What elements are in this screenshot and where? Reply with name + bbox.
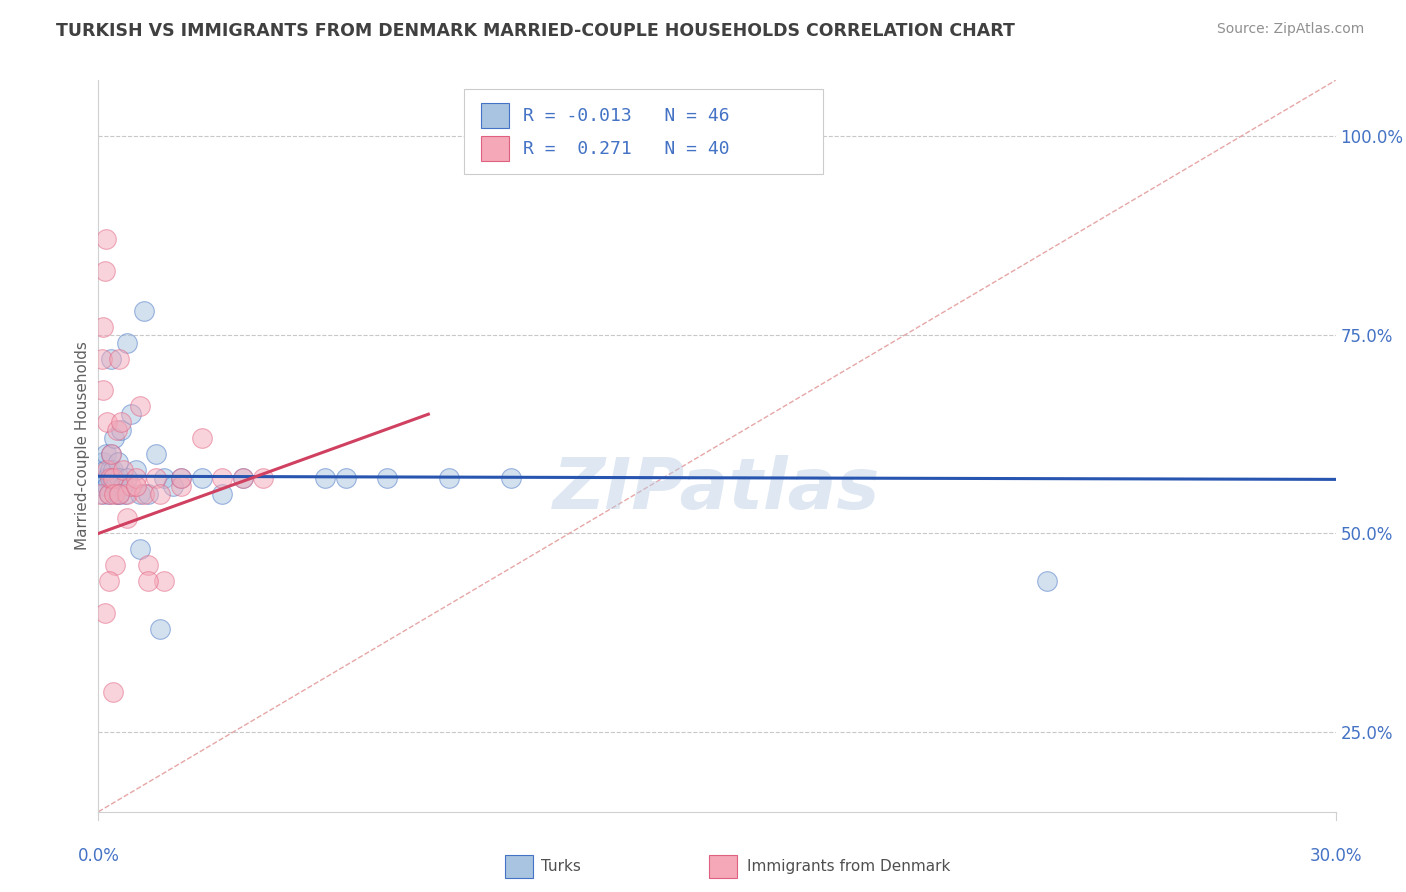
Point xyxy=(104,558,127,573)
Point xyxy=(98,463,121,477)
Point xyxy=(105,423,128,437)
Text: Turks: Turks xyxy=(541,859,581,873)
Point xyxy=(93,463,115,477)
Point xyxy=(96,471,118,485)
Point xyxy=(232,471,254,485)
Point xyxy=(108,471,131,485)
Point xyxy=(153,471,176,485)
Point xyxy=(112,479,135,493)
Point xyxy=(96,463,118,477)
Point xyxy=(211,471,233,485)
Point xyxy=(162,479,184,493)
Point xyxy=(108,486,131,500)
Point xyxy=(104,479,127,493)
Point xyxy=(117,471,139,485)
Text: R = -0.013   N = 46: R = -0.013 N = 46 xyxy=(523,107,730,125)
Point xyxy=(136,558,159,573)
Point xyxy=(103,486,125,500)
Point xyxy=(145,471,167,485)
Point xyxy=(190,431,212,445)
Point xyxy=(110,415,132,429)
Point xyxy=(97,486,120,500)
Point xyxy=(232,471,254,485)
Point xyxy=(211,486,233,500)
Point xyxy=(149,622,172,636)
Point xyxy=(499,471,522,485)
Point xyxy=(96,479,118,493)
Point xyxy=(96,415,118,429)
Point xyxy=(93,264,115,278)
Point xyxy=(190,471,212,485)
Point xyxy=(90,351,112,366)
Point xyxy=(117,486,139,500)
Point xyxy=(94,447,117,461)
Point xyxy=(89,486,111,500)
Point xyxy=(90,479,112,493)
Point xyxy=(252,471,274,485)
Point xyxy=(100,471,122,485)
Point xyxy=(117,510,139,524)
Point xyxy=(93,486,115,500)
Text: Immigrants from Denmark: Immigrants from Denmark xyxy=(747,859,950,873)
Point xyxy=(110,423,132,437)
Point xyxy=(124,471,146,485)
Point xyxy=(114,486,136,500)
Point xyxy=(101,471,124,485)
Point xyxy=(149,486,172,500)
Point xyxy=(132,486,155,500)
Point xyxy=(103,431,125,445)
Point xyxy=(93,319,115,334)
Point xyxy=(335,471,357,485)
Point xyxy=(91,455,114,469)
Point xyxy=(375,471,398,485)
Point xyxy=(108,486,131,500)
Point xyxy=(170,479,193,493)
Point xyxy=(128,486,150,500)
Point xyxy=(100,447,122,461)
Point xyxy=(97,574,120,589)
Point xyxy=(170,471,193,485)
Point xyxy=(100,447,122,461)
Point xyxy=(437,471,460,485)
Point xyxy=(128,542,150,557)
Point xyxy=(136,486,159,500)
Point xyxy=(101,463,124,477)
Text: TURKISH VS IMMIGRANTS FROM DENMARK MARRIED-COUPLE HOUSEHOLDS CORRELATION CHART: TURKISH VS IMMIGRANTS FROM DENMARK MARRI… xyxy=(56,22,1015,40)
Point xyxy=(120,407,142,421)
Point xyxy=(100,351,122,366)
Point xyxy=(170,471,193,485)
Text: Source: ZipAtlas.com: Source: ZipAtlas.com xyxy=(1216,22,1364,37)
Y-axis label: Married-couple Households: Married-couple Households xyxy=(75,342,90,550)
Point xyxy=(1036,574,1059,589)
Point xyxy=(112,463,135,477)
Point xyxy=(120,479,142,493)
Point xyxy=(104,471,127,485)
Point xyxy=(108,351,131,366)
Point xyxy=(91,384,114,398)
Point xyxy=(132,303,155,318)
Point xyxy=(314,471,336,485)
Point xyxy=(124,479,146,493)
Point xyxy=(107,455,129,469)
Point xyxy=(128,399,150,413)
Point xyxy=(124,463,146,477)
Point xyxy=(153,574,176,589)
Point xyxy=(136,574,159,589)
Point xyxy=(89,471,111,485)
Point xyxy=(145,447,167,461)
Text: 0.0%: 0.0% xyxy=(77,847,120,865)
Text: R =  0.271   N = 40: R = 0.271 N = 40 xyxy=(523,140,730,158)
Point xyxy=(97,486,120,500)
Point xyxy=(117,335,139,350)
Text: 30.0%: 30.0% xyxy=(1309,847,1362,865)
Point xyxy=(101,685,124,699)
Point xyxy=(93,606,115,620)
Point xyxy=(105,486,128,500)
Text: ZIPatlas: ZIPatlas xyxy=(554,456,880,524)
Point xyxy=(98,471,121,485)
Point xyxy=(94,232,117,246)
